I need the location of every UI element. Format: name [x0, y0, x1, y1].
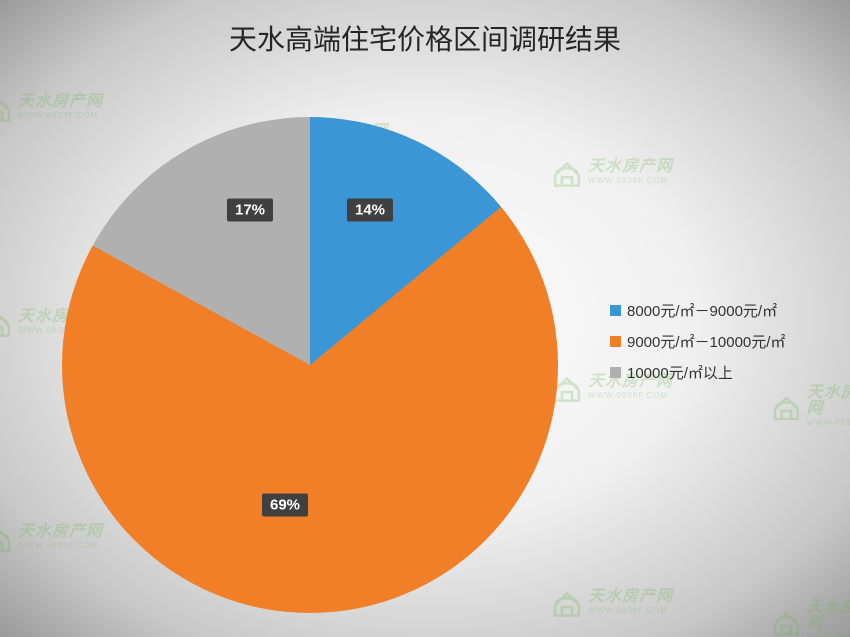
legend: 8000元/㎡－9000元/㎡ 9000元/㎡－10000元/㎡ 10000元/㎡以…: [610, 300, 785, 393]
pie-slice-label: 17%: [227, 199, 273, 222]
legend-item: 8000元/㎡－9000元/㎡: [610, 300, 785, 321]
legend-label: 10000元/㎡以上: [627, 362, 733, 383]
legend-label: 8000元/㎡－9000元/㎡: [627, 300, 777, 321]
legend-item: 10000元/㎡以上: [610, 362, 785, 383]
pie-chart: 14% 69% 17%: [62, 117, 558, 613]
chart-title: 天水高端住宅价格区间调研结果: [0, 18, 850, 58]
legend-swatch: [610, 305, 621, 316]
legend-swatch: [610, 367, 621, 378]
legend-label: 9000元/㎡－10000元/㎡: [627, 331, 785, 352]
pie-slice-label: 14%: [347, 199, 393, 222]
pie-slice-label: 69%: [262, 494, 308, 517]
pie-body: [62, 117, 558, 613]
legend-swatch: [610, 336, 621, 347]
legend-item: 9000元/㎡－10000元/㎡: [610, 331, 785, 352]
